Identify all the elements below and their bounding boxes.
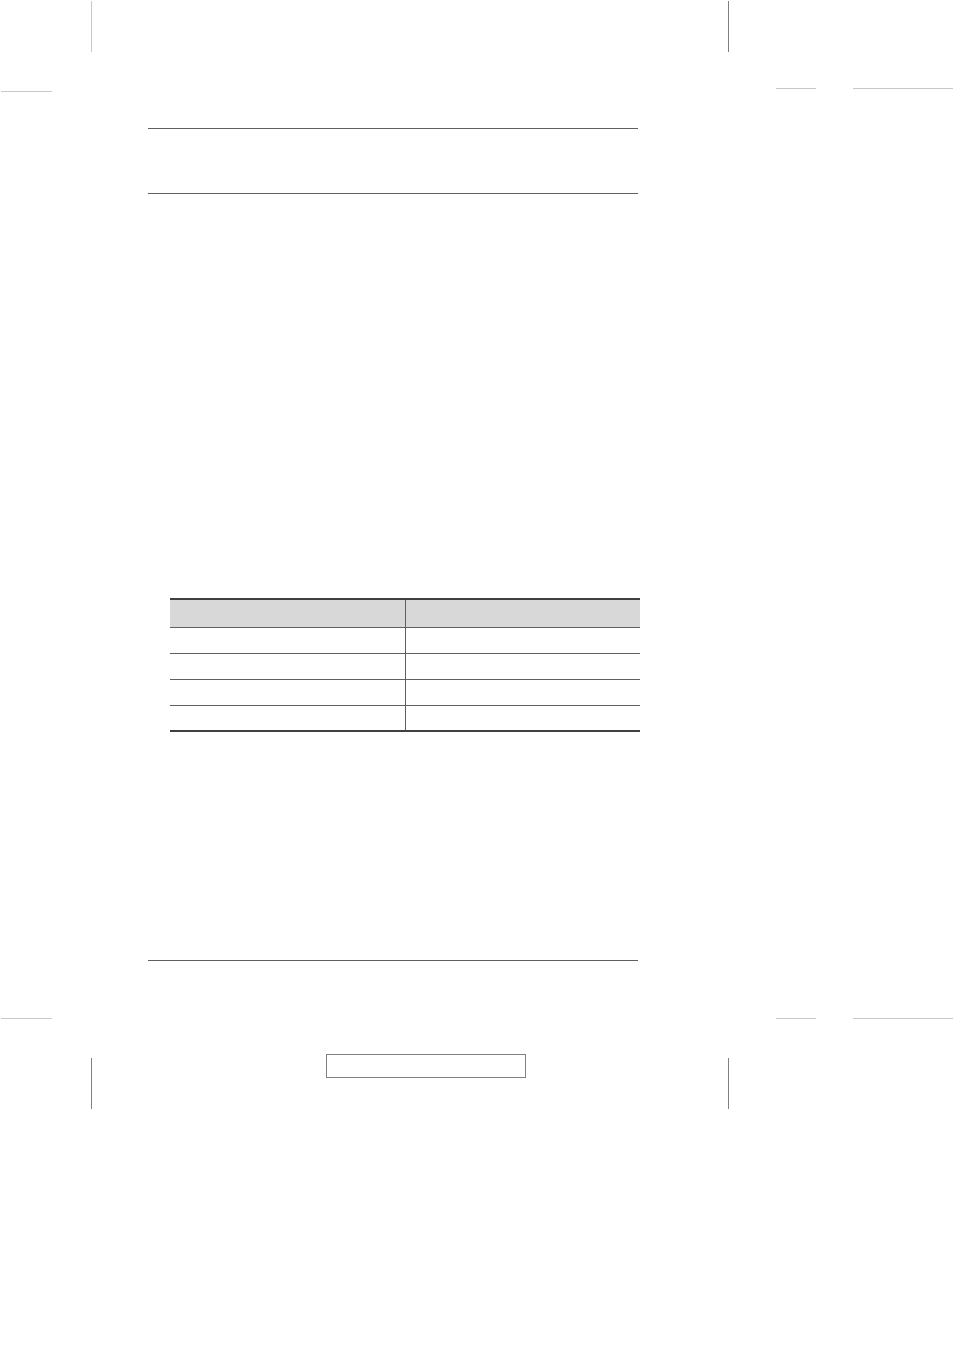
crop-mark-bottom-right-vertical	[728, 1058, 729, 1109]
table-cell	[170, 679, 405, 705]
content-rule-header-bottom	[148, 193, 638, 194]
table-cell	[405, 705, 640, 731]
crop-mark-top-left-horizontal	[1, 91, 52, 92]
crop-mark-top-right-horizontal-1	[776, 88, 816, 89]
crop-mark-bottom-right-horizontal-1	[776, 1018, 816, 1019]
footer-box	[326, 1054, 526, 1078]
crop-mark-top-right-vertical	[728, 1, 729, 52]
table-cell	[170, 705, 405, 731]
crop-mark-bottom-left-horizontal	[1, 1018, 52, 1019]
table-header-col-2	[405, 599, 640, 627]
table-cell	[170, 653, 405, 679]
table-row	[170, 653, 640, 679]
data-table	[170, 598, 640, 732]
content-rule-header-top	[148, 128, 638, 129]
table-header-row	[170, 599, 640, 627]
table-cell	[405, 679, 640, 705]
table-row	[170, 705, 640, 731]
table-cell	[170, 627, 405, 653]
table-cell	[405, 627, 640, 653]
content-rule-footer	[148, 960, 638, 961]
table-cell	[405, 653, 640, 679]
crop-mark-bottom-left-vertical	[91, 1058, 92, 1109]
crop-mark-top-right-horizontal-2	[853, 88, 953, 89]
table-row	[170, 627, 640, 653]
table-header-col-1	[170, 599, 405, 627]
crop-mark-top-left-vertical	[91, 1, 92, 52]
table-row	[170, 679, 640, 705]
crop-mark-bottom-right-horizontal-2	[853, 1018, 953, 1019]
